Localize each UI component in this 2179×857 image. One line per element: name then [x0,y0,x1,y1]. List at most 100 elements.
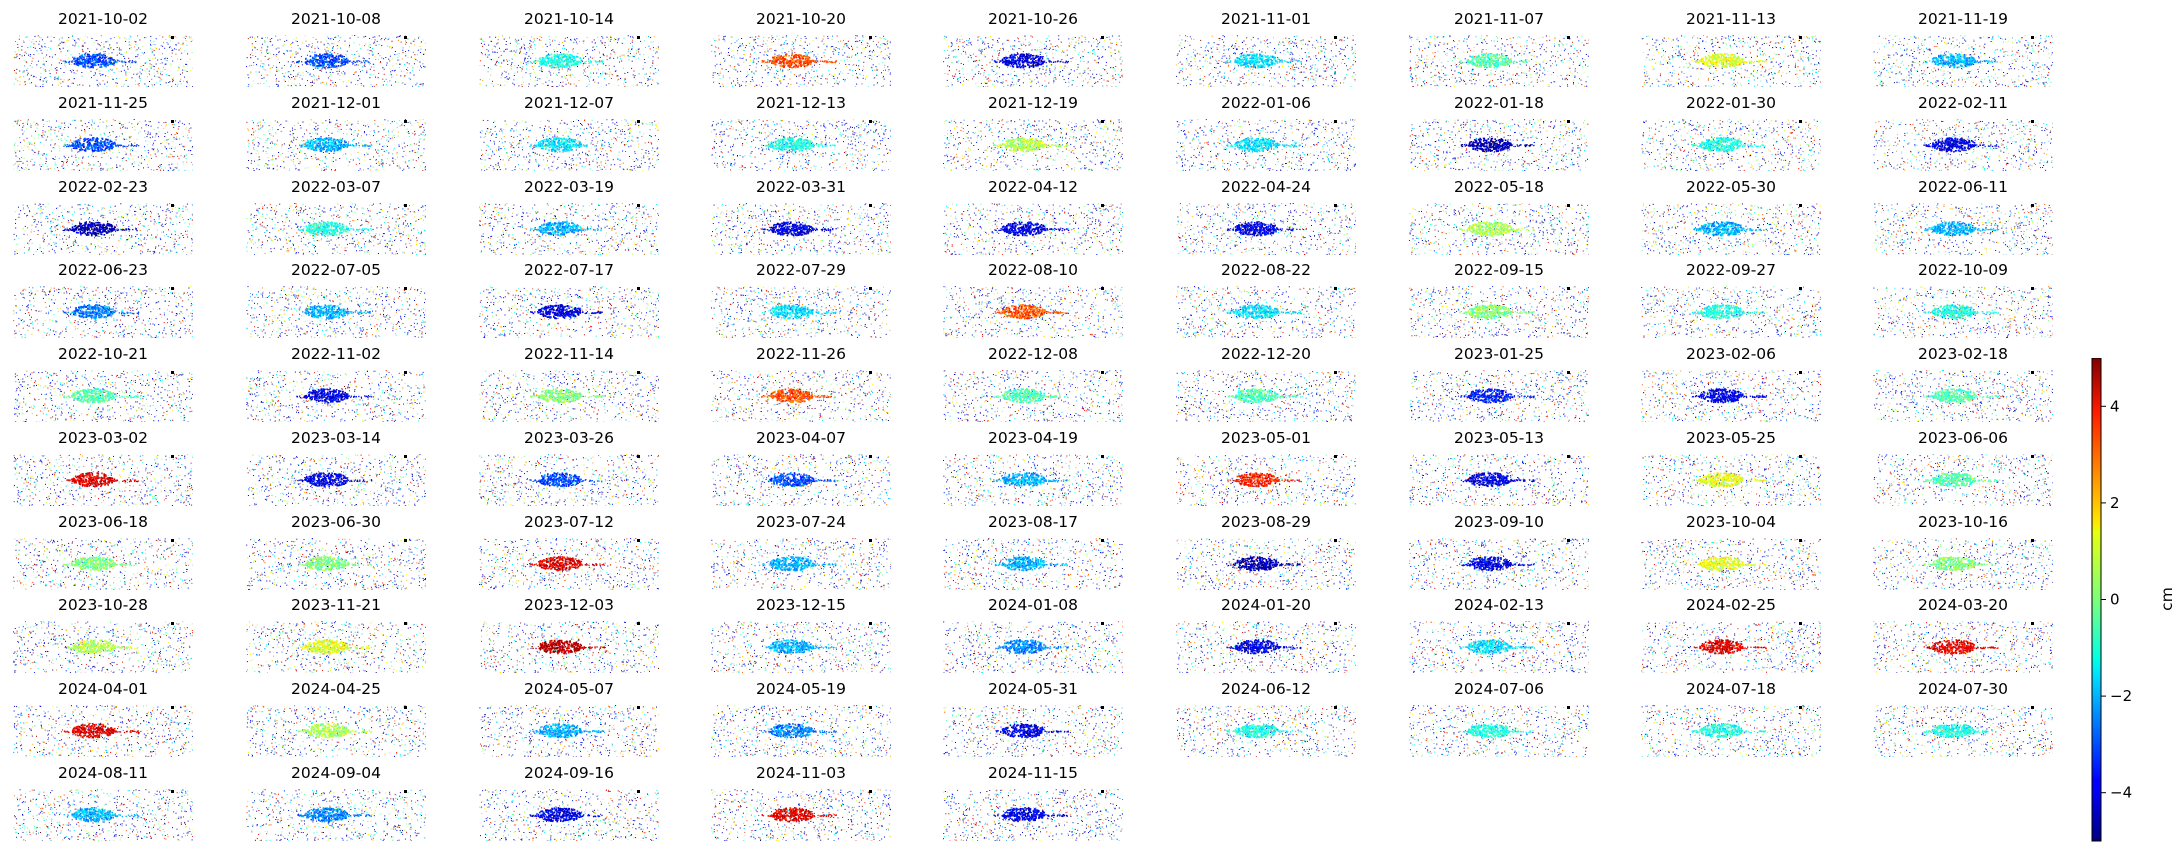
panel-title: 2023-10-16 [1873,513,2053,531]
panel-title: 2022-09-15 [1409,261,1589,279]
displacement-map [943,370,1123,422]
reference-point [637,36,640,39]
panel-title: 2022-05-18 [1409,178,1589,196]
reference-point [404,204,407,207]
reference-point [2031,120,2034,123]
panel-title: 2023-09-10 [1409,513,1589,531]
colorbar: −4−2024 [2086,358,2166,843]
panel-title: 2022-01-06 [1176,94,1356,112]
reference-point [1334,539,1337,542]
panel-title: 2023-10-04 [1641,513,1821,531]
displacement-map [711,789,891,841]
panel-title: 2024-08-11 [13,764,193,782]
panel-title: 2022-01-30 [1641,94,1821,112]
displacement-map [943,705,1123,757]
reference-point [1101,539,1104,542]
displacement-map [711,286,891,338]
panel-title: 2023-05-25 [1641,429,1821,447]
displacement-map [1409,370,1589,422]
displacement-map [711,538,891,590]
displacement-map [943,789,1123,841]
reference-point [404,706,407,709]
displacement-map [1176,538,1356,590]
displacement-map [711,454,891,506]
panel-title: 2021-11-07 [1409,10,1589,28]
reference-point [1334,706,1337,709]
reference-point [1567,36,1570,39]
reference-point [1799,36,1802,39]
panel-title: 2023-06-30 [246,513,426,531]
panel-title: 2023-03-02 [13,429,193,447]
reference-point [1799,706,1802,709]
displacement-map [1873,705,2053,757]
panel-title: 2024-05-31 [943,680,1123,698]
reference-point [1101,36,1104,39]
reference-point [1334,287,1337,290]
displacement-map [1176,705,1356,757]
reference-point [171,204,174,207]
reference-point [869,371,872,374]
reference-point [869,120,872,123]
displacement-map [711,119,891,171]
reference-point [404,455,407,458]
reference-point [2031,287,2034,290]
displacement-map [1176,203,1356,255]
reference-point [171,539,174,542]
reference-point [2031,706,2034,709]
displacement-map [1409,203,1589,255]
displacement-map [1641,705,1821,757]
panel-title: 2021-10-20 [711,10,891,28]
panel-title: 2022-07-17 [479,261,659,279]
displacement-map [13,789,193,841]
reference-point [869,622,872,625]
displacement-map [1873,454,2053,506]
panel-title: 2024-06-12 [1176,680,1356,698]
displacement-map [1409,621,1589,673]
displacement-map [1176,621,1356,673]
displacement-map [246,370,426,422]
panel-title: 2022-03-19 [479,178,659,196]
displacement-map [1873,370,2053,422]
panel-title: 2022-11-26 [711,345,891,363]
reference-point [1334,371,1337,374]
displacement-map [1409,538,1589,590]
panel-title: 2022-12-08 [943,345,1123,363]
panel-title: 2022-07-05 [246,261,426,279]
panel-title: 2023-12-15 [711,596,891,614]
reference-point [1334,120,1337,123]
reference-point [171,622,174,625]
panel-title: 2021-11-19 [1873,10,2053,28]
panel-title: 2021-12-19 [943,94,1123,112]
panel-title: 2023-05-01 [1176,429,1356,447]
reference-point [869,36,872,39]
reference-point [1101,287,1104,290]
panel-title: 2023-11-21 [246,596,426,614]
reference-point [869,287,872,290]
panel-title: 2024-09-04 [246,764,426,782]
reference-point [1101,790,1104,793]
reference-point [171,706,174,709]
colorbar-tick-label: −4 [2110,784,2132,802]
panel-title: 2024-03-20 [1873,596,2053,614]
displacement-map [13,35,193,87]
panel-title: 2024-07-18 [1641,680,1821,698]
reference-point [1567,120,1570,123]
panel-title: 2023-04-07 [711,429,891,447]
displacement-map [246,119,426,171]
reference-point [1334,36,1337,39]
panel-title: 2024-04-25 [246,680,426,698]
reference-point [404,287,407,290]
reference-point [171,455,174,458]
reference-point [171,36,174,39]
panel-title: 2024-05-07 [479,680,659,698]
reference-point [404,371,407,374]
displacement-map [711,621,891,673]
panel-title: 2024-11-03 [711,764,891,782]
displacement-map [13,454,193,506]
displacement-map [13,370,193,422]
displacement-map [246,35,426,87]
panel-title: 2023-02-18 [1873,345,2053,363]
panel-title: 2022-03-31 [711,178,891,196]
reference-point [1334,455,1337,458]
displacement-map [1176,286,1356,338]
